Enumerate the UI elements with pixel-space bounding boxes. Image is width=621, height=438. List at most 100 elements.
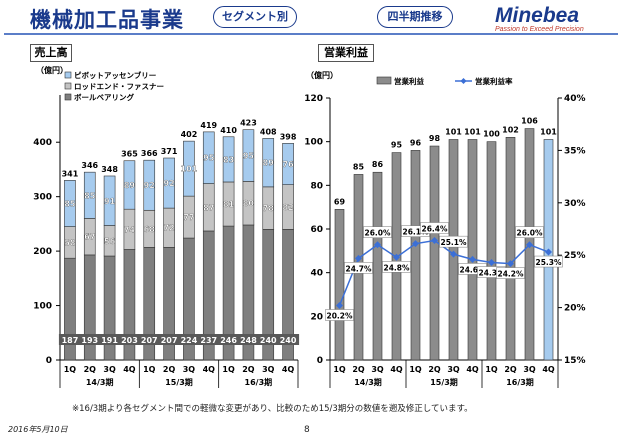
- profit-bar-value: 85: [353, 162, 365, 171]
- margin-point: [393, 253, 400, 261]
- sales-value-box: [217, 334, 240, 345]
- sales-bar-value: 67: [84, 233, 95, 242]
- profit-bar: [505, 137, 516, 361]
- sales-x-tick-label: 3Q: [183, 365, 196, 374]
- sales-group-label: 15/3期: [165, 377, 193, 387]
- profit-bar: [448, 139, 459, 361]
- sales-bar-segment: [143, 159, 156, 211]
- profit-legend-label: 営業利益: [394, 76, 424, 86]
- profit-x-tick-label: 1Q: [485, 365, 498, 374]
- margin-label-box: [363, 226, 392, 238]
- sales-panel-title: 売上高: [30, 44, 72, 62]
- sales-bar-segment: [123, 160, 136, 210]
- profit-y2-tick-label: 20%: [564, 304, 586, 314]
- profit-bar-value: 101: [464, 127, 481, 136]
- sales-value-box: [177, 334, 200, 345]
- sales-bar-value: 68: [144, 225, 156, 234]
- profit-x-tick-label: 3Q: [371, 365, 384, 374]
- sales-bar-value: 207: [141, 336, 158, 345]
- profit-group-label: 14/3期: [354, 377, 382, 387]
- profit-panel-title: 営業利益: [318, 44, 374, 62]
- sales-bar-value: 80: [243, 199, 255, 208]
- profit-x-tick-label: 1Q: [409, 365, 422, 374]
- profit-bar: [486, 141, 497, 361]
- sales-bar-value: 92: [144, 181, 155, 190]
- profit-bar-value: 101: [540, 127, 557, 136]
- sales-total-label: 419: [200, 121, 217, 130]
- sales-total-label: 371: [161, 147, 178, 156]
- sales-bar-value: 207: [161, 336, 178, 345]
- sales-x-tick-label: 4Q: [123, 365, 136, 374]
- sales-bar-value: 89: [124, 181, 136, 190]
- margin-value-label: 24.3%: [478, 269, 505, 278]
- margin-value-label: 24.7%: [345, 264, 372, 273]
- profit-bar-value: 102: [502, 125, 519, 134]
- sales-total-label: 402: [181, 130, 198, 139]
- profit-y2-tick-label: 40%: [564, 94, 586, 104]
- sales-value-box: [78, 334, 101, 345]
- profit-x-tick-label: 1Q: [333, 365, 346, 374]
- sales-legend-label: ピボットアッセンブリー: [74, 70, 156, 80]
- sales-bar-value: 240: [260, 336, 277, 345]
- sales-value-box: [98, 334, 121, 345]
- margin-label-box: [344, 262, 373, 274]
- margin-value-label: 25.1%: [440, 238, 467, 247]
- sales-bar-segment: [163, 157, 175, 209]
- sales-bar-value: 248: [240, 336, 257, 345]
- segment-badge: セグメント別: [213, 6, 297, 28]
- sales-bar-segment: [262, 138, 275, 188]
- margin-value-label: 20.2%: [326, 312, 353, 321]
- margin-label-box: [496, 267, 525, 279]
- profit-y2-tick-label: 30%: [564, 199, 586, 209]
- profit-group-label: 16/3期: [506, 377, 534, 387]
- sales-bar-segment: [242, 129, 255, 182]
- sales-bar-value: 77: [183, 213, 194, 222]
- margin-label-box: [382, 261, 411, 273]
- sales-bar-value: 187: [62, 336, 79, 345]
- profit-legend-swatch: [376, 76, 392, 85]
- sales-x-tick-label: 4Q: [203, 365, 216, 374]
- profit-y-tick-label: 40: [310, 269, 323, 279]
- sales-bar-value: 78: [263, 204, 275, 213]
- page-title: 機械加工品事業: [30, 8, 184, 32]
- sales-y-axis-label: （億円）: [36, 65, 68, 75]
- sales-legend-label: ボールベアリング: [74, 92, 134, 102]
- sales-bar-segment: [282, 143, 294, 185]
- margin-label-box: [439, 235, 468, 248]
- profit-x-tick-label: 4Q: [542, 365, 555, 374]
- footnote: ※16/3期より各セグメント間での軽微な変更があり、比較のため15/3期分の数値…: [72, 404, 473, 414]
- profit-y2-tick-label: 35%: [564, 146, 586, 156]
- profit-bar-value: 101: [445, 127, 462, 136]
- date-label: 2016年5月10日: [8, 425, 68, 434]
- profit-y-tick-label: 100: [304, 138, 323, 148]
- profit-bar: [372, 171, 383, 361]
- sales-total-label: 341: [62, 169, 79, 178]
- sales-bar-value: 58: [64, 238, 76, 247]
- sales-bar-value: 203: [121, 336, 138, 345]
- sales-x-tick-label: 3Q: [103, 365, 116, 374]
- margin-point: [526, 241, 533, 249]
- sales-bar-value: 85: [64, 199, 76, 208]
- profit-y-tick-label: 0: [317, 356, 323, 366]
- profit-x-tick-label: 4Q: [390, 365, 403, 374]
- sales-bar-value: 85: [84, 191, 96, 200]
- sales-bar-value: 81: [223, 200, 235, 209]
- sales-bar-value: 193: [81, 336, 98, 345]
- profit-bar: [429, 145, 440, 361]
- margin-legend-marker: [460, 78, 467, 84]
- sales-y-tick-label: 0: [46, 356, 52, 366]
- profit-bar-value: 100: [483, 130, 500, 139]
- margin-label-box: [420, 222, 449, 234]
- margin-point: [450, 250, 457, 258]
- margin-value-label: 26.1%: [402, 228, 429, 237]
- profit-y-axis-label: （億円）: [306, 70, 338, 80]
- margin-point: [355, 254, 362, 262]
- profit-bar-value: 86: [372, 160, 384, 169]
- sales-total-label: 423: [240, 119, 257, 128]
- sales-x-tick-label: 2Q: [242, 365, 255, 374]
- logo-tagline: Passion to Exceed Precision: [495, 26, 584, 33]
- page-number: 8: [304, 425, 310, 435]
- sales-value-box: [138, 334, 161, 345]
- profit-bar: [467, 139, 478, 361]
